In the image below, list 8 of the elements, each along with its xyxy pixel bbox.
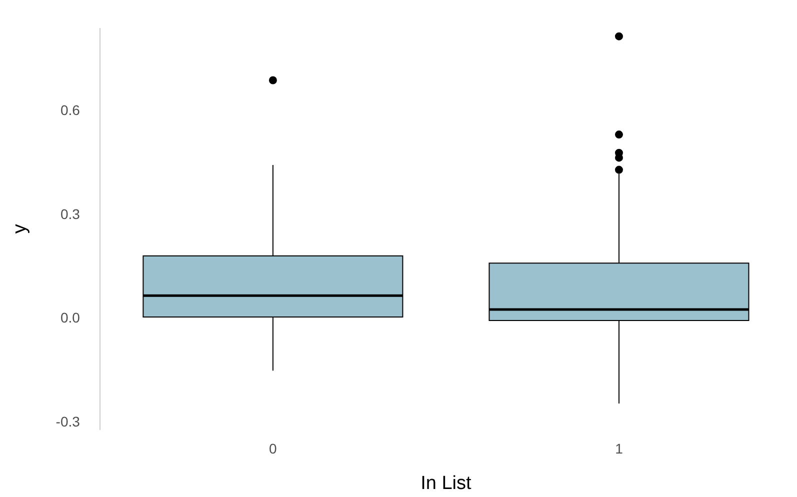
y-axis-title: y <box>10 224 31 234</box>
y-tick-label: 0.6 <box>60 102 80 118</box>
y-tick-label: 0.3 <box>60 206 80 222</box>
x-axis-title: In List <box>420 472 472 494</box>
x-tick-label: 0 <box>269 440 278 457</box>
y-tick-label: -0.3 <box>56 413 80 430</box>
y-tick-label: 0.0 <box>60 310 80 326</box>
x-tick-label: 1 <box>615 440 624 457</box>
